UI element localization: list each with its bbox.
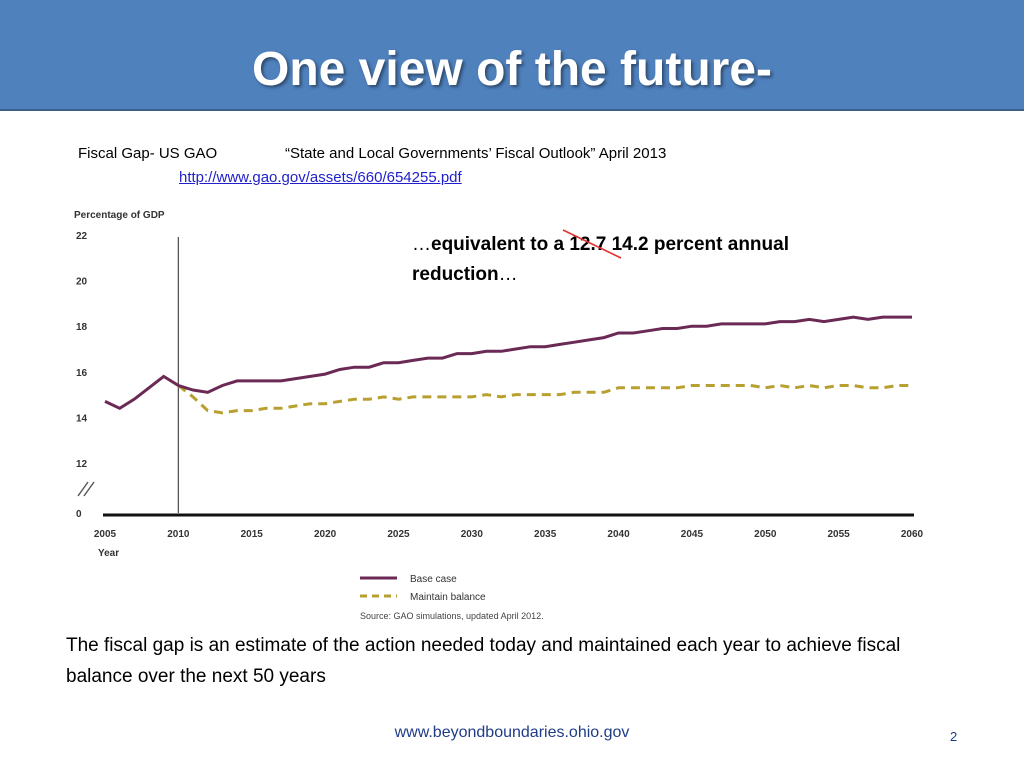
x-tick-label: 2050 [754,529,777,540]
note-tail: 14.2 percent annual reduction [412,234,789,285]
x-tick-label: 2015 [241,529,264,540]
note-ellipsis-start: … [412,234,431,255]
maintain-balance-line [177,383,912,415]
source-link[interactable]: http://www.gao.gov/assets/660/654255.pdf [179,169,462,186]
fiscal-gap-description: The fiscal gap is an estimate of the act… [66,635,901,687]
title-bar: One view of the future- [0,0,1024,111]
axis-break-slash [83,481,95,497]
equivalence-note: …equivalent to a 12.7 14.2 percent annua… [412,229,882,290]
struck-value-wrap: 12.7 [562,229,622,260]
x-tick-label: 2045 [681,529,704,540]
y-tick-label: 20 [76,277,88,288]
x-tick-label: 2025 [387,529,410,540]
legend-label-maintain: Maintain balance [410,592,486,603]
y-tick-label: 22 [76,231,88,242]
axis-break-mark [77,481,95,497]
y-ticks: 0 12 14 16 18 20 22 [76,231,88,520]
y-tick-label: 0 [76,509,82,520]
x-tick-label: 2030 [461,529,484,540]
x-tick-label: 2005 [94,529,117,540]
x-tick-label: 2060 [901,529,924,540]
footer-url: www.beyondboundaries.ohio.gov [394,724,630,741]
x-tick-label: 2010 [167,529,190,540]
x-tick-label: 2055 [828,529,851,540]
y-tick-label: 12 [76,459,88,470]
legend: Base case Maintain balance Source: GAO s… [360,574,544,621]
source-label: Fiscal Gap- US GAO [78,145,218,162]
source-title: “State and Local Governments’ Fiscal Out… [285,145,667,162]
axis-break-slash [77,481,89,497]
x-tick-label: 2040 [607,529,630,540]
strike-mark [562,229,622,259]
note-lead: equivalent to a [431,234,570,255]
x-tick-label: 2020 [314,529,337,540]
chart-source-note: Source: GAO simulations, updated April 2… [360,611,544,621]
x-ticks: 2005 2010 2015 2020 2025 2030 2035 2040 2045 2050… [94,529,924,540]
slide-title: One view of the future- [251,43,773,96]
y-tick-label: 14 [76,413,88,424]
struck-value: 12.7 [569,234,607,255]
y-axis-label: Percentage of GDP [74,210,165,221]
base-case-line [104,315,912,411]
legend-label-base: Base case [410,574,457,585]
y-tick-label: 16 [76,368,88,379]
fiscal-gap-chart: Percentage of GDP 0 12 14 16 18 20 22 2005 2010… [74,210,924,621]
page-number: 2 [950,729,958,744]
x-tick-label: 2035 [534,529,557,540]
note-ellipsis-end: … [498,264,518,285]
y-tick-label: 18 [76,322,88,333]
x-axis-label: Year [98,548,119,559]
